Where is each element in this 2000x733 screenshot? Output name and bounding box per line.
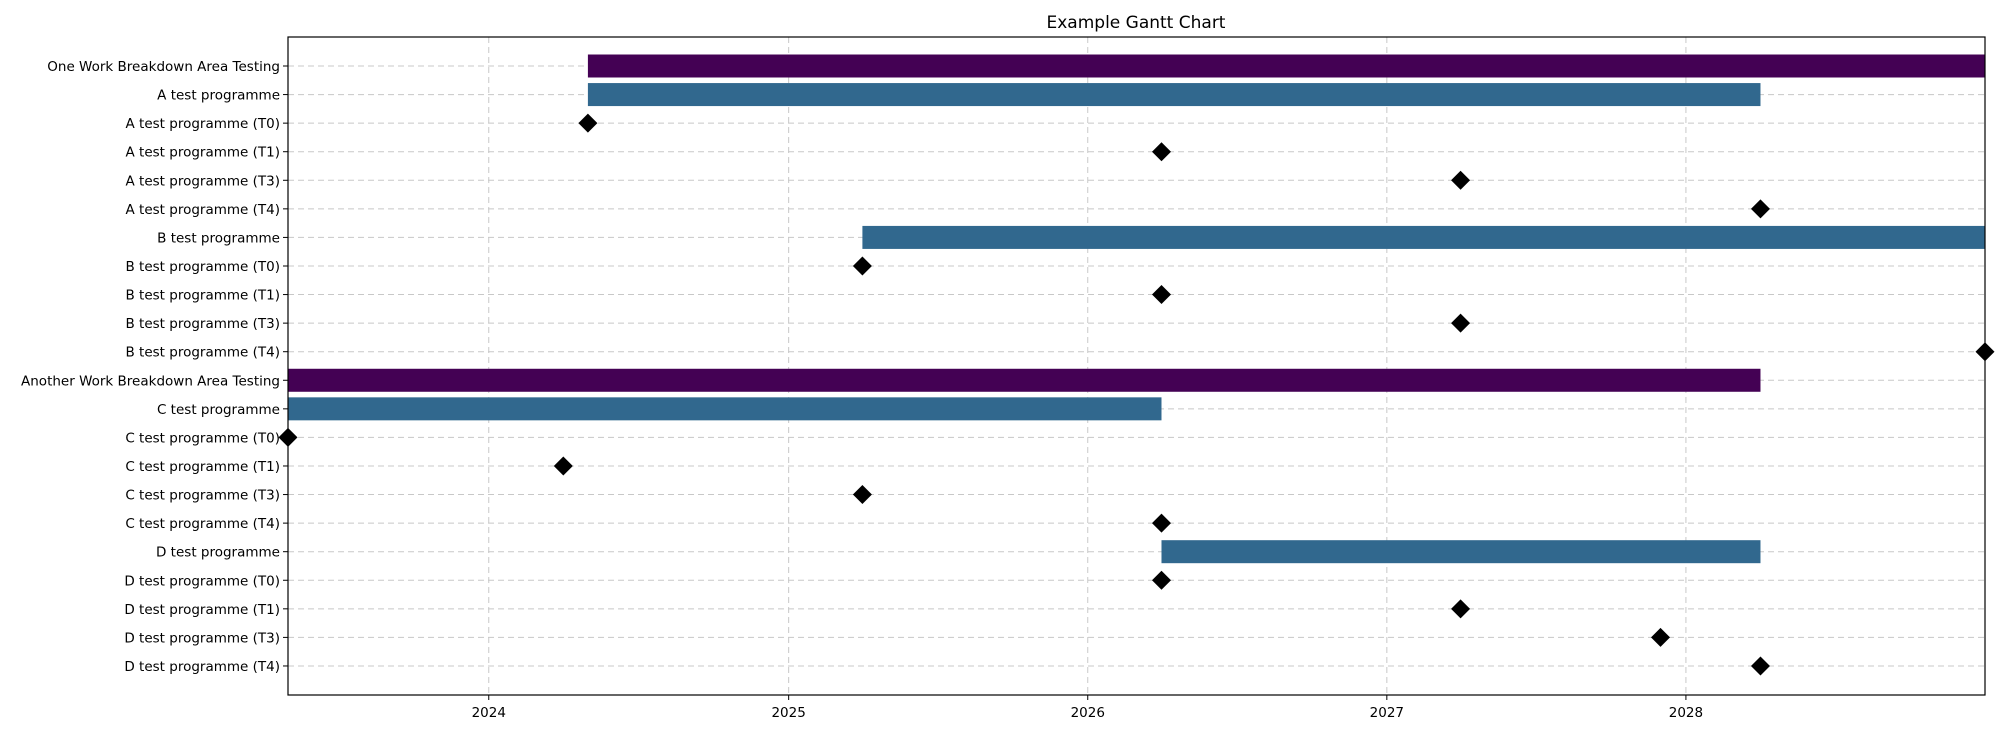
area-bar [587,54,1985,78]
y-tick-label: D test programme [156,545,280,561]
milestone-marker [1451,599,1471,619]
milestone-marker [1451,170,1471,190]
milestone-marker [1151,285,1171,305]
y-tick-label: A test programme (T1) [126,145,281,161]
programme-bar [587,83,1761,107]
y-tick-label: C test programme (T0) [125,430,280,446]
y-tick-label: D test programme (T1) [124,602,280,618]
y-tick-label: B test programme (T3) [125,316,280,332]
marks-layer [278,54,1995,676]
programme-bar [1161,540,1761,564]
milestone-marker [578,113,598,133]
programme-bar [862,225,1986,249]
plot-frame [287,36,1986,696]
grid-layer [288,37,1985,695]
y-tick-label: C test programme (T1) [125,459,280,475]
x-tick-label: 2027 [1370,705,1404,721]
y-tick-label: A test programme [157,88,280,104]
y-tick-label: Another Work Breakdown Area Testing [21,373,280,389]
x-tick-label: 2026 [1071,705,1105,721]
y-tick-label: D test programme (T3) [124,630,280,646]
y-tick-label: C test programme [157,402,280,418]
y-tick-label: D test programme (T0) [124,573,280,589]
milestone-marker [1651,627,1671,647]
milestone-marker [1451,313,1471,333]
y-tick-label: C test programme (T4) [125,516,280,532]
y-tick-label: B test programme (T4) [125,345,280,361]
milestone-marker [1151,142,1171,162]
x-tick-label: 2025 [771,705,805,721]
milestone-marker [1151,570,1171,590]
milestone-marker [1750,199,1770,219]
programme-bar [288,397,1162,421]
milestone-marker [1151,513,1171,533]
y-tick-label: B test programme (T0) [125,259,280,275]
milestone-marker [553,456,573,476]
y-tick-label: B test programme [157,230,280,246]
x-axis-ticks: 2024 2025 2026 2027 2028 [472,695,1703,721]
chart-title: Example Gantt Chart [1047,13,1226,33]
milestone-marker [1750,656,1770,676]
x-tick-label: 2024 [472,705,506,721]
milestone-marker [852,256,872,276]
y-tick-label: One Work Breakdown Area Testing [47,59,280,75]
y-tick-label: B test programme (T1) [125,288,280,304]
x-tick-label: 2028 [1669,705,1703,721]
milestone-marker [852,485,872,505]
y-axis-labels: One Work Breakdown Area Testing A test pr… [21,59,288,675]
y-tick-label: A test programme (T3) [126,173,281,189]
y-tick-label: C test programme (T3) [125,488,280,504]
y-tick-label: D test programme (T4) [124,659,280,675]
y-tick-label: A test programme (T0) [126,116,281,132]
y-tick-label: A test programme (T4) [126,202,281,218]
area-bar [288,368,1761,392]
